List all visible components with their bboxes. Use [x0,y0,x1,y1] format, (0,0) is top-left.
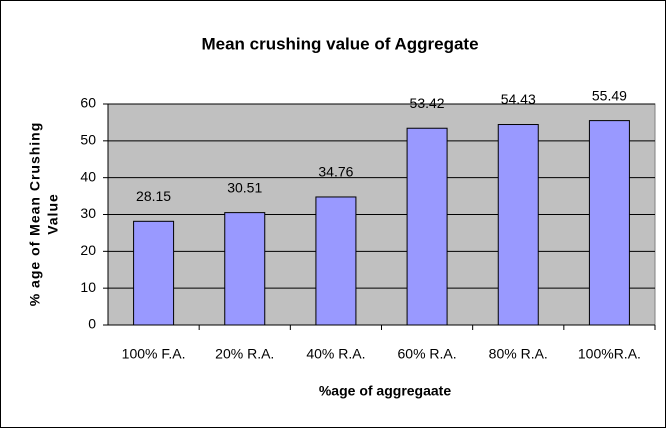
bar [497,124,539,326]
x-axis-title: %age of aggregaate [319,383,451,399]
y-tick-label: 30 [80,205,96,221]
y-tick-label: 60 [80,95,96,111]
data-label: 34.76 [318,164,353,180]
data-label: 30.51 [227,179,262,195]
bar [133,220,175,326]
x-tick-label: 100% F.A. [122,346,186,362]
x-tick-label: 80% R.A. [489,346,548,362]
bar [224,212,266,326]
y-tick-label: 0 [88,316,96,332]
x-tick-label: 40% R.A. [306,346,365,362]
data-label: 55.49 [592,87,627,103]
data-label: 54.43 [501,91,536,107]
bar [406,127,448,326]
y-tick-label: 20 [80,242,96,258]
y-axis-title-line: Value [45,193,61,235]
y-axis-title: % age of Mean Crushing Value [27,122,61,307]
x-tick-label: 20% R.A. [215,346,274,362]
y-tick-label: 10 [80,279,96,295]
data-label: 53.42 [410,95,445,111]
data-label: 28.15 [136,188,171,204]
y-axis-title-line: % age of Mean Crushing [27,122,43,307]
x-tick-label: 60% R.A. [398,346,457,362]
y-tick-label: 50 [80,132,96,148]
y-tick-label: 40 [80,168,96,184]
chart-title: Mean crushing value of Aggregate [201,34,478,53]
bar [588,120,630,326]
bar [315,196,357,326]
x-tick-label: 100%R.A. [578,346,641,362]
